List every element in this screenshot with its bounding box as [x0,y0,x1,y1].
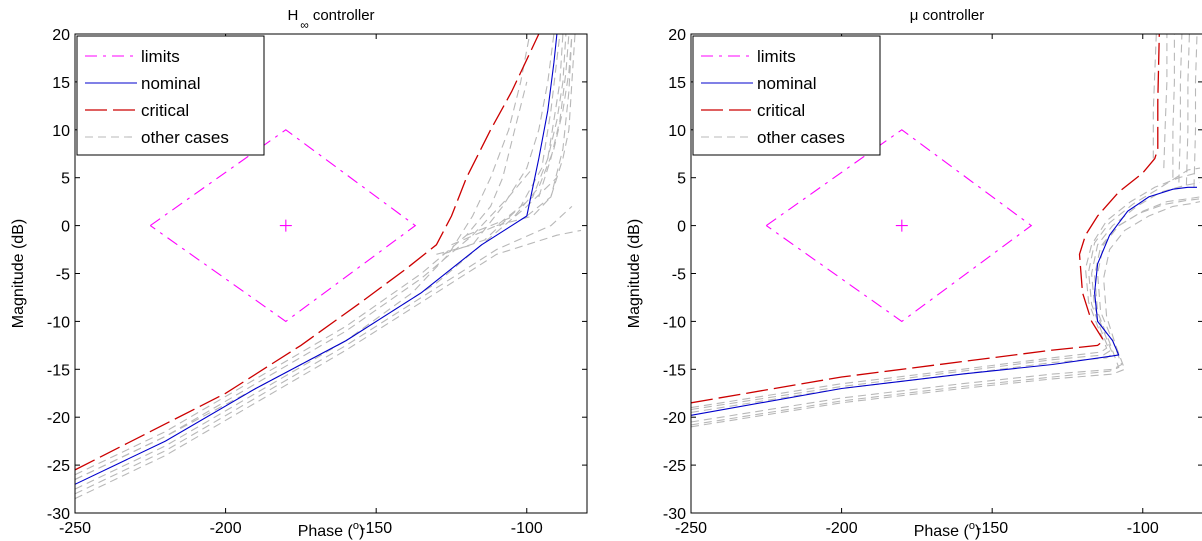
series-other-line-6 [691,198,1201,426]
series-other-line-11 [466,34,573,236]
y-tick-label-6: 0 [61,219,70,236]
y-tick-label-10: 20 [668,27,686,44]
chart-panel-1: -250 -200 -150 -100 -30 -25 -20 -15 -10 -5 0 5 10 15 2… [10,7,588,540]
y-tick-label-4: -10 [47,314,70,331]
series-other-line-2 [75,229,582,500]
y-tick-label-7: 5 [677,171,686,188]
x-tick-label-2: -150 [360,520,392,537]
legend: limits nominal critical other cases [76,35,265,156]
series-other-line-7 [691,167,1201,411]
series-other-line-12 [1185,34,1190,186]
series-other-line-4 [691,172,1198,409]
x-tick-label-1: -200 [210,520,242,537]
series-critical-line-1 [75,34,540,471]
chart-panel-2: -250 -200 -150 -100 -30 -25 -20 -15 -10 -5 0 5 10 15 2… [626,7,1202,540]
y-tick-label-4: -10 [663,314,686,331]
y-tick-label-9: 15 [668,75,686,92]
y-tick-label-2: -20 [47,410,70,427]
series-other-line-2 [691,196,1201,423]
y-axis-label: Magnitude (dB) [626,219,643,328]
series-other-line-3 [691,201,1201,428]
legend-box [692,35,881,156]
x-axis-label: Phase (o) [914,520,981,540]
series-other-line-15 [547,34,564,159]
y-tick-label-7: 5 [61,171,70,188]
y-tick-label-3: -15 [47,362,70,379]
plot-lines [691,34,1201,428]
legend-label-critical: critical [141,101,189,120]
x-tick-label-0: -250 [59,520,91,537]
x-tick-label-3: -100 [1127,520,1159,537]
series-other-line-11 [1178,34,1183,183]
y-tick-label-1: -25 [663,458,686,475]
y-axis-label: Magnitude (dB) [10,219,27,328]
y-tick-label-5: -5 [56,267,70,284]
y-tick-label-8: 10 [668,123,686,140]
plot-lines [75,34,582,500]
limits-center-marker [279,219,292,232]
series-other-line-13 [1193,34,1198,188]
y-tick-label-5: -5 [672,267,686,284]
x-tick-label-1: -200 [826,520,858,537]
series-other-line-3 [75,205,573,495]
legend-label-other: other cases [141,128,229,147]
legend-label-nominal: nominal [141,74,201,93]
x-tick-label-0: -250 [675,520,707,537]
x-tick-label-3: -100 [511,520,543,537]
legend-label-limits: limits [141,47,180,66]
y-tick-label-2: -20 [663,410,686,427]
y-tick-label-6: 0 [677,219,686,236]
y-tick-label-8: 10 [52,123,70,140]
legend-label-critical: critical [757,101,805,120]
legend-box [76,35,265,156]
series-other-line-14 [538,34,570,198]
limits-diamond [149,129,417,323]
limits-center-marker [895,219,908,232]
y-tick-label-1: -25 [47,458,70,475]
x-axis-label: Phase (o) [298,520,365,540]
series-other-line-4 [75,177,558,490]
series-nominal-line-0 [75,34,558,485]
x-tick-label-2: -150 [976,520,1008,537]
y-tick-label-9: 15 [52,75,70,92]
series-other-line-8 [436,34,555,255]
series-other-line-8 [1152,34,1157,159]
y-tick-label-0: -30 [47,506,70,523]
series-nominal-line-0 [691,186,1197,416]
series-other-line-13 [526,34,573,217]
y-tick-label-0: -30 [663,506,686,523]
y-tick-label-3: -15 [663,362,686,379]
series-other-line-10 [1172,34,1175,178]
chart-title: μ controller [910,7,985,24]
series-other-line-9 [1163,34,1168,169]
series-critical-line-1 [691,34,1160,404]
chart-title: H∞controller [287,7,374,32]
legend-label-limits: limits [757,47,796,66]
series-other-line-9 [442,34,561,255]
legend-label-nominal: nominal [757,74,817,93]
series-other-line-5 [75,167,534,480]
limits-diamond [765,129,1033,323]
legend-label-other: other cases [757,128,845,147]
y-tick-label-10: 20 [52,27,70,44]
series-other-line-5 [691,181,1201,413]
legend: limits nominal critical other cases [692,35,881,156]
